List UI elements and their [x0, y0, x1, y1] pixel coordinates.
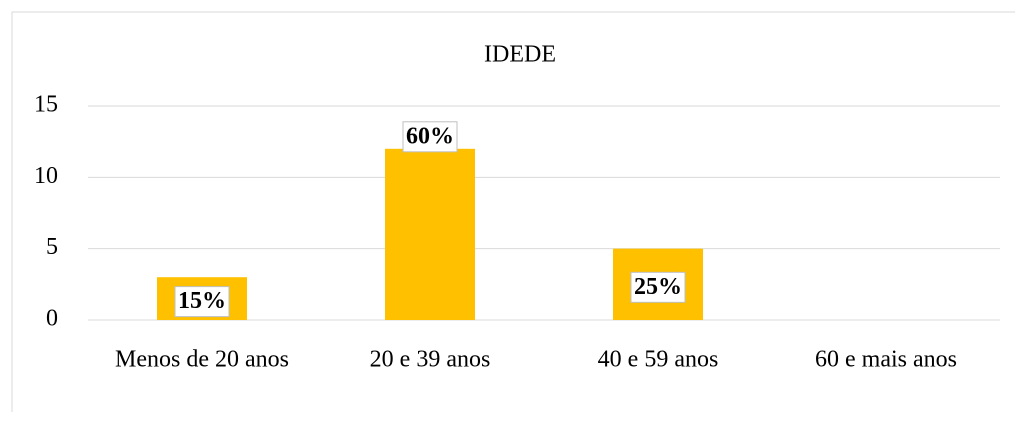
y-tick-label: 5 — [46, 234, 58, 260]
y-tick-label: 10 — [34, 163, 58, 189]
data-label: 60% — [406, 123, 454, 149]
x-tick-label: Menos de 20 anos — [115, 347, 289, 373]
data-label-box — [630, 271, 686, 303]
data-label: 15% — [178, 288, 226, 314]
y-tick-label: 15 — [34, 92, 58, 118]
x-tick-label: 20 e 39 anos — [370, 347, 491, 373]
chart-border — [11, 11, 1015, 412]
y-tick-label: 0 — [46, 306, 58, 332]
data-label-box — [402, 121, 458, 153]
data-label: 25% — [634, 274, 682, 300]
x-tick-label: 60 e mais anos — [815, 347, 957, 373]
bar — [385, 148, 475, 320]
data-label-box — [174, 286, 230, 318]
x-tick-label: 40 e 59 anos — [598, 347, 719, 373]
chart-title: IDEDE — [484, 42, 556, 68]
